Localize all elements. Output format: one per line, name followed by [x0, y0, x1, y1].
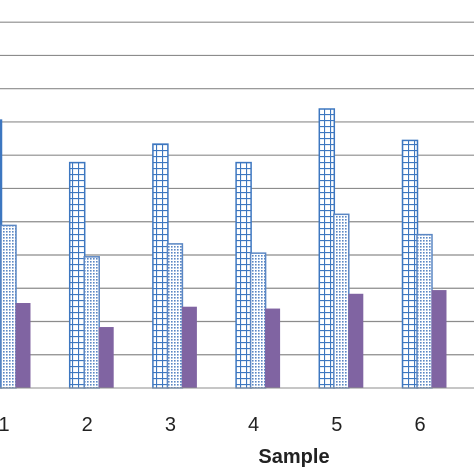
- bar-series-2-sample-5: [333, 213, 350, 389]
- bar-series-1-sample-3: [152, 143, 169, 389]
- bar-series-2-sample-6: [416, 233, 433, 389]
- bar-series-3-sample-1: [15, 303, 31, 388]
- bar-series-1-sample-6: [401, 139, 419, 389]
- bars: [0, 108, 447, 389]
- x-tick-label: 6: [414, 414, 425, 436]
- x-tick-label: 3: [165, 414, 176, 436]
- bar-series-3-sample-2: [98, 327, 114, 388]
- bar-series-2-sample-3: [166, 243, 184, 389]
- bar-series-1-sample-4: [235, 161, 252, 389]
- bar-series-1-sample-5: [318, 108, 336, 389]
- bar-series-1-sample-2: [68, 161, 86, 389]
- x-tick-label: 1: [0, 414, 10, 436]
- plot-area: [0, 21, 474, 389]
- x-tick-label: 5: [331, 414, 342, 436]
- bar-series-2-sample-2: [83, 256, 100, 389]
- bar-series-3-sample-3: [181, 306, 197, 388]
- x-tick-label: 2: [82, 414, 93, 436]
- x-tick-label: 4: [248, 414, 259, 436]
- bar-series-2-sample-1: [0, 224, 17, 389]
- x-tick-labels: 1 2 3 4 5 6: [0, 414, 426, 436]
- bar-series-3-sample-6: [431, 290, 447, 388]
- bar-series-3-sample-4: [265, 308, 281, 388]
- bar-series-3-sample-5: [348, 293, 364, 388]
- bar-series-2-sample-4: [249, 252, 267, 389]
- x-axis-title: Sample: [258, 446, 329, 468]
